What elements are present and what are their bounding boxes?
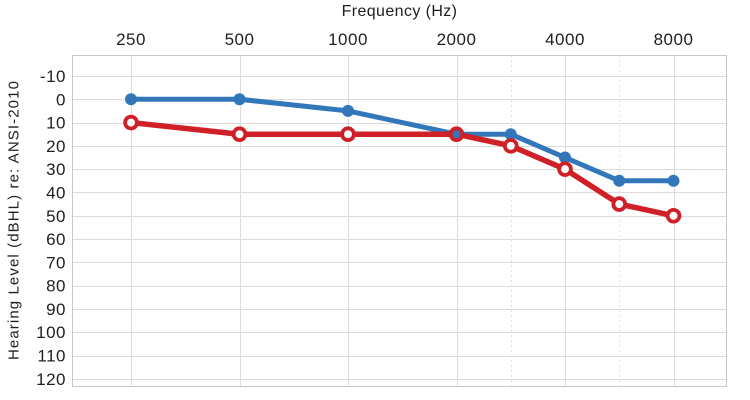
y-tick-label-110: 110 <box>37 347 66 366</box>
blue-audiogram-curve-point-250 <box>125 93 137 106</box>
red-audiogram-curve-point-500 <box>231 126 248 143</box>
plot-border <box>72 55 727 387</box>
y-tick-label-80: 80 <box>46 277 66 296</box>
x-tick-label-1000: 1000 <box>328 30 368 49</box>
y-tick-label-100: 100 <box>36 323 66 342</box>
red-audiogram-curve-line <box>128 119 677 219</box>
y-tick-label-120: 120 <box>36 370 66 389</box>
blue-audiogram-curve-point-8000 <box>667 174 680 187</box>
red-audiogram-curve-point-4000 <box>557 161 573 177</box>
y-tick-label-0: 0 <box>56 90 66 109</box>
y-tick-label-40: 40 <box>46 183 66 202</box>
x-tick-label-2000: 2000 <box>437 30 477 49</box>
y-tick-label-60: 60 <box>46 230 66 249</box>
blue-audiogram-curve-point-1000 <box>342 104 354 117</box>
x-tick-label-8000: 8000 <box>654 30 694 49</box>
red-audiogram-curve-point-2000 <box>448 126 465 143</box>
y-tick-label-30: 30 <box>46 160 66 179</box>
y-tick-label--10: -10 <box>40 67 66 86</box>
y-tick-label-10: 10 <box>46 114 66 133</box>
x-tick-label-500: 500 <box>225 30 255 49</box>
red-audiogram-curve-point-6000 <box>611 196 628 212</box>
red-audiogram-curve-point-250 <box>123 114 139 131</box>
blue-audiogram-curve-point-6000 <box>613 174 626 187</box>
y-tick-label-90: 90 <box>46 300 66 319</box>
blue-audiogram-curve-point-4000 <box>559 151 571 164</box>
x-tick-label-4000: 4000 <box>545 30 585 49</box>
y-tick-label-70: 70 <box>46 253 66 272</box>
red-audiogram-curve-point-3000 <box>502 138 519 154</box>
chart-title: Frequency (Hz) <box>341 3 458 20</box>
y-tick-label-50: 50 <box>46 207 66 226</box>
x-tick-label-250: 250 <box>116 30 146 49</box>
blue-audiogram-curve-point-3000 <box>504 128 517 141</box>
red-audiogram-curve-point-8000 <box>665 207 682 224</box>
y-tick-label-20: 20 <box>46 137 66 156</box>
red-audiogram-curve-point-1000 <box>340 126 356 143</box>
blue-audiogram-curve-line <box>128 96 676 184</box>
blue-audiogram-curve-point-500 <box>233 93 246 106</box>
